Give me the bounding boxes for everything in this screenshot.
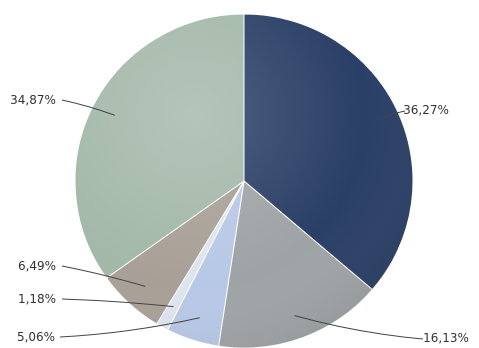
label-leader-line <box>294 315 424 340</box>
pie-shading <box>75 14 413 348</box>
slice-data-label: 1,18% <box>18 292 56 306</box>
slice-data-label: 34,87% <box>10 93 56 107</box>
label-leader-line <box>61 298 174 308</box>
slice-data-label: 5,06% <box>17 330 55 344</box>
slice-data-label: 36,27% <box>403 103 449 117</box>
label-leader-line <box>59 317 200 338</box>
label-leader-line <box>61 265 146 287</box>
slice-data-label: 16,13% <box>423 331 469 345</box>
slice-data-label: 6,49% <box>18 259 56 273</box>
label-leader-line <box>375 110 406 122</box>
label-leader-line <box>61 99 115 116</box>
